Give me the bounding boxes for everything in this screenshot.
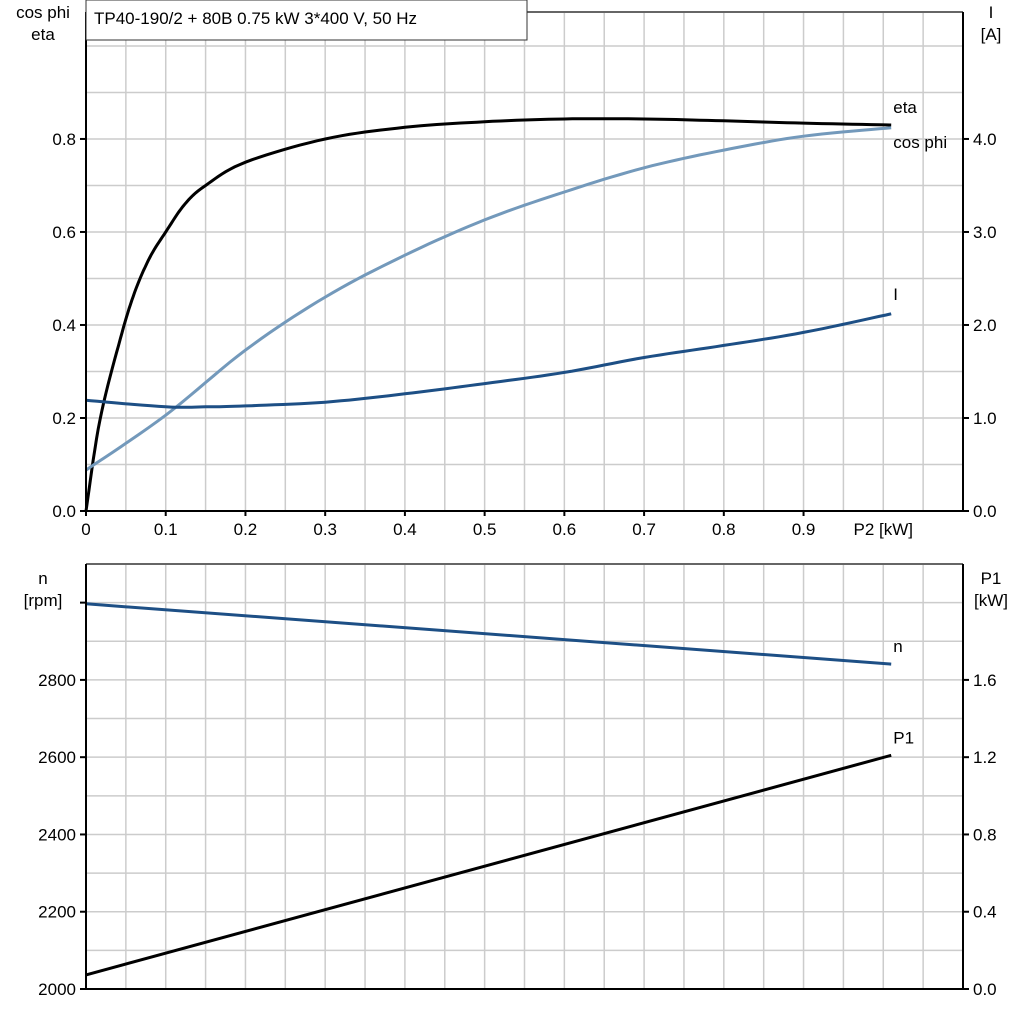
y-right-tick-label: 4.0 [973,130,997,149]
series-line-cos-phi [85,126,892,472]
x-tick-label: 0.5 [473,520,497,539]
y-right-tick-label: 2.0 [973,316,997,335]
series-line-i [85,312,892,409]
y-left-axis-label: eta [31,25,55,44]
x-tick-label: 0.3 [313,520,337,539]
series-label-cos-phi: cos phi [893,133,947,152]
y-right-tick-label: 0.0 [973,980,997,999]
series-label-eta: eta [893,98,917,117]
series-label-i: I [893,285,898,304]
y-left-tick-label: 2800 [38,671,76,690]
x-tick-label: 0.1 [154,520,178,539]
x-tick-label: 0.2 [234,520,258,539]
y-right-tick-label: 1.2 [973,748,997,767]
y-left-tick-label: 0.0 [52,502,76,521]
x-tick-label: 0.8 [712,520,736,539]
series-label-n: n [893,637,902,656]
x-tick-label: 0 [81,520,90,539]
y-right-tick-label: 1.6 [973,671,997,690]
y-left-axis-label: [rpm] [24,591,63,610]
series-line-n [85,602,892,666]
x-tick-label: 0.4 [393,520,417,539]
y-right-axis-label: [kW] [974,591,1008,610]
series-layer [84,117,892,977]
y-right-axis-label: [A] [981,25,1002,44]
title-box [85,0,528,41]
x-tick-label: 0.7 [632,520,656,539]
y-left-axis-label: n [38,569,47,588]
x-tick-label: 0.6 [553,520,577,539]
y-right-tick-label: 0.0 [973,502,997,521]
y-left-tick-label: 0.8 [52,130,76,149]
y-left-tick-label: 2000 [38,980,76,999]
labels-layer: 0.0 0.2 0.4 0.6 0.8 0.0 1.0 2.0 3.0 4.0 0 0.1 0.2 0.3… [16,3,1008,999]
top-grid [86,12,963,511]
y-left-tick-label: 2600 [38,748,76,767]
x-axis-label: P2 [kW] [854,520,914,539]
y-right-tick-label: 1.0 [973,409,997,428]
axes-layer [80,11,969,990]
y-left-tick-label: 0.6 [52,223,76,242]
series-line-p1 [85,753,892,977]
y-left-tick-label: 2200 [38,903,76,922]
x-tick-label: 0.9 [792,520,816,539]
y-left-tick-label: 0.4 [52,316,76,335]
y-right-tick-label: 0.8 [973,825,997,844]
y-left-tick-label: 0.2 [52,409,76,428]
y-right-tick-label: 0.4 [973,903,997,922]
y-left-tick-label: 2400 [38,825,76,844]
y-right-tick-label: 3.0 [973,223,997,242]
bottom-grid [86,564,963,989]
series-label-p1: P1 [893,728,914,747]
series-line-eta [84,117,892,512]
y-right-axis-label: P1 [981,569,1002,588]
y-right-axis-label: I [989,3,994,22]
chart-title: TP40-190/2 + 80B 0.75 kW 3*400 V, 50 Hz [94,9,417,28]
y-left-axis-label: cos phi [16,3,70,22]
